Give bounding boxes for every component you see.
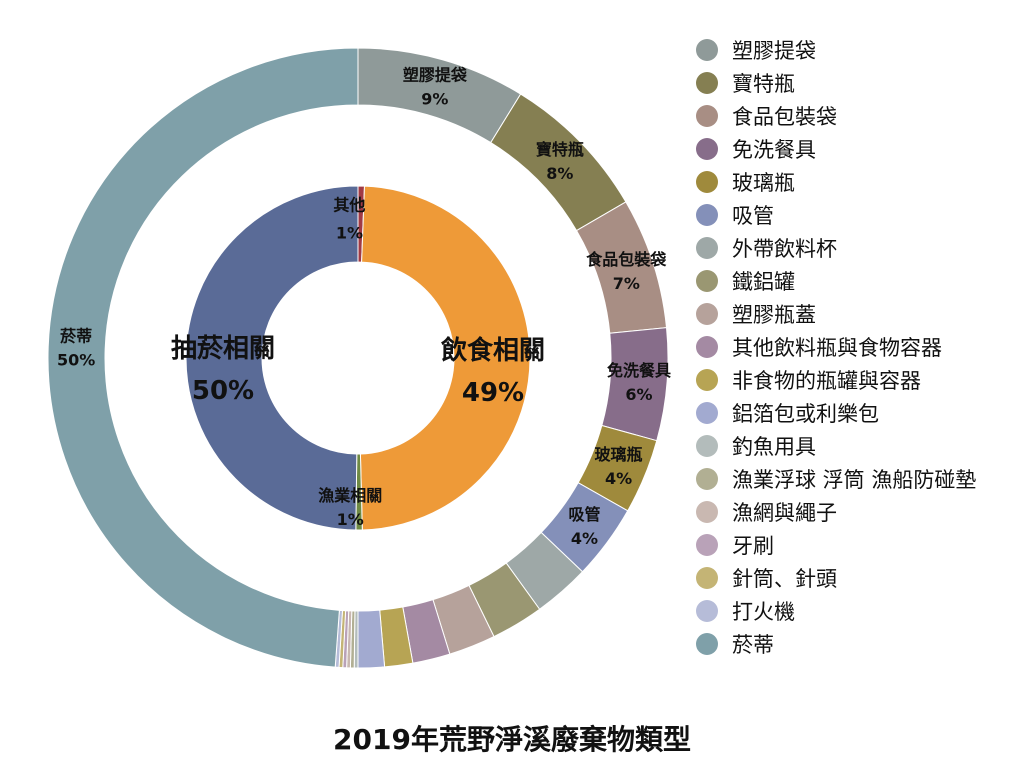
legend-swatch	[696, 467, 718, 490]
inner-slice-e9a3b2e9a39fe79bb8e9979c	[359, 185, 531, 531]
legend-item-e5a496e5b8b6e9a3b2e69699e69daf: 外帶飲料杯	[696, 231, 976, 264]
legend-label: 塑膠提袋	[732, 38, 816, 63]
inner-label-name-e6bc81e6a5ade79bb8e9979c: 漁業相關	[318, 486, 382, 505]
legend-label: 針筒、針頭	[732, 566, 837, 591]
legend-item-e5a191e886a0e793b6e8938b: 塑膠瓶蓋	[696, 297, 976, 330]
legend-swatch	[696, 368, 718, 391]
outer-label-name-e9a39fe59381e58c85e8a39de8a28b: 食品包裝袋	[585, 250, 667, 269]
outer-label-value-e88fb8e89282: 50%	[57, 351, 95, 370]
legend-label: 鋁箔包或利樂包	[732, 401, 879, 426]
outer-slice-e88fb8e89282	[47, 47, 359, 668]
legend-label: 寶特瓶	[732, 71, 795, 96]
legend-item-e987a3e9ad9ae794a8e585b7: 釣魚用具	[696, 429, 976, 462]
outer-slice-e98b81e7ae94e58c85e68896e588a9e6a882e58c	[357, 609, 386, 669]
legend-label: 鐵鋁罐	[732, 269, 795, 294]
chart-title: 2019年荒野淨溪廢棄物類型	[333, 723, 691, 756]
outer-label-name-e88fb8e89282: 菸蒂	[60, 327, 92, 346]
inner-ring	[185, 185, 531, 531]
legend-item-e5a191e886a0e68f90e8a28b: 塑膠提袋	[696, 33, 976, 66]
outer-slice-e5afb6e789b9e793b6	[490, 93, 627, 232]
legend-item-e5afb6e789b9e793b6: 寶特瓶	[696, 66, 976, 99]
outer-label-value-e78ebbe79283e793b6: 4%	[605, 469, 632, 488]
outer-label-name-e5858de6b497e9a490e585b7: 免洗餐具	[607, 361, 671, 380]
legend-swatch	[696, 599, 718, 622]
legend-item-e68993e781abe6a99f: 打火機	[696, 594, 976, 627]
legend-label: 塑膠瓶蓋	[732, 302, 816, 327]
legend-label: 免洗餐具	[732, 137, 816, 162]
legend-swatch	[696, 71, 718, 94]
legend-label: 吸管	[732, 203, 774, 228]
outer-slice-e5858de6b497e9a490e585b7	[601, 327, 669, 442]
legend-swatch	[696, 269, 718, 292]
legend-swatch	[696, 434, 718, 457]
legend-label: 食品包裝袋	[732, 104, 837, 129]
inner-label-value-e9a3b2e9a39fe79bb8e9979c: 49%	[462, 378, 524, 408]
legend-item-e88fb8e89282: 菸蒂	[696, 627, 976, 660]
legend-item-e9879de7ad92e38081e9879de9a0ad: 針筒、針頭	[696, 561, 976, 594]
legend-swatch	[696, 236, 718, 259]
legend-item-e6bc81e7b6b2e88887e7b9a9e5ad90: 漁網與繩子	[696, 495, 976, 528]
legend-item-e585b6e4bb96e9a3b2e69699e793b6e88887e9a3: 其他飲料瓶與食物容器	[696, 330, 976, 363]
legend-label: 漁業浮球 浮筒 漁船防碰墊	[732, 467, 977, 492]
legend-label: 非食物的瓶罐與容器	[732, 368, 921, 393]
legend: 塑膠提袋寶特瓶食品包裝袋免洗餐具玻璃瓶吸管外帶飲料杯鐵鋁罐塑膠瓶蓋其他飲料瓶與食…	[696, 33, 976, 660]
legend-label: 釣魚用具	[732, 434, 816, 459]
legend-item-e5858de6b497e9a490e585b7: 免洗餐具	[696, 132, 976, 165]
legend-item-e78999e588b7: 牙刷	[696, 528, 976, 561]
outer-label-name-e5a191e886a0e68f90e8a28b: 塑膠提袋	[403, 66, 468, 85]
legend-swatch	[696, 203, 718, 226]
legend-label: 漁網與繩子	[732, 500, 837, 525]
legend-item-e990b5e98b81e7bd90: 鐵鋁罐	[696, 264, 976, 297]
inner-label-name-e9a3b2e9a39fe79bb8e9979c: 飲食相關	[440, 335, 545, 366]
legend-item-e6bc81e6a5ade6b5aee7908320e6b5aee7ad9220: 漁業浮球 浮筒 漁船防碰墊	[696, 462, 976, 495]
outer-ring	[47, 47, 669, 669]
legend-swatch	[696, 137, 718, 160]
inner-label-name-e68abde88fb8e79bb8e9979c: 抽菸相關	[171, 334, 275, 364]
legend-item-e99d9ee9a39fe789a9e79a84e793b6e7bd90e888: 非食物的瓶罐與容器	[696, 363, 976, 396]
inner-label-value-e68abde88fb8e79bb8e9979c: 50%	[192, 376, 254, 406]
outer-label-value-e5afb6e789b9e793b6: 8%	[546, 164, 573, 183]
legend-swatch	[696, 566, 718, 589]
slice-labels: 塑膠提袋 9% 寶特瓶 8% 食品包裝袋 7% 免洗餐具 6% 玻璃瓶 4% 吸管 4% 菸蒂 50% 其他…	[57, 66, 671, 548]
legend-swatch	[696, 170, 718, 193]
outer-label-name-e590b8e7aea1: 吸管	[568, 505, 600, 524]
legend-swatch	[696, 533, 718, 556]
inner-label-value-e6bc81e6a5ade79bb8e9979c: 1%	[337, 510, 364, 529]
legend-swatch	[696, 38, 718, 61]
outer-label-name-e78ebbe79283e793b6: 玻璃瓶	[595, 445, 643, 464]
legend-swatch	[696, 500, 718, 523]
outer-label-value-e5858de6b497e9a490e585b7: 6%	[625, 385, 652, 404]
legend-item-e78ebbe79283e793b6: 玻璃瓶	[696, 165, 976, 198]
legend-item-e590b8e7aea1: 吸管	[696, 198, 976, 231]
legend-swatch	[696, 632, 718, 655]
legend-item-e9a39fe59381e58c85e8a39de8a28b: 食品包裝袋	[696, 99, 976, 132]
legend-swatch	[696, 302, 718, 325]
legend-swatch	[696, 401, 718, 424]
legend-item-e98b81e7ae94e58c85e68896e588a9e6a882e58c: 鋁箔包或利樂包	[696, 396, 976, 429]
donut-chart: 塑膠提袋 9% 寶特瓶 8% 食品包裝袋 7% 免洗餐具 6% 玻璃瓶 4% 吸管 4% 菸蒂 50% 其他…	[47, 47, 671, 669]
outer-label-value-e9a39fe59381e58c85e8a39de8a28b: 7%	[613, 274, 640, 293]
outer-label-value-e5a191e886a0e68f90e8a28b: 9%	[421, 90, 448, 109]
legend-label: 菸蒂	[732, 632, 774, 657]
legend-label: 外帶飲料杯	[732, 236, 837, 261]
legend-swatch	[696, 104, 718, 127]
outer-label-value-e590b8e7aea1: 4%	[571, 529, 598, 548]
inner-slice-e68abde88fb8e79bb8e9979c	[185, 185, 359, 531]
legend-label: 牙刷	[732, 533, 774, 558]
inner-label-value-e585b6e4bb96: 1%	[336, 223, 363, 242]
outer-label-name-e5afb6e789b9e793b6: 寶特瓶	[536, 140, 584, 159]
inner-label-name-e585b6e4bb96: 其他	[333, 195, 365, 214]
legend-label: 打火機	[732, 599, 795, 624]
legend-label: 玻璃瓶	[732, 170, 795, 195]
legend-label: 其他飲料瓶與食物容器	[732, 335, 942, 360]
legend-swatch	[696, 335, 718, 358]
